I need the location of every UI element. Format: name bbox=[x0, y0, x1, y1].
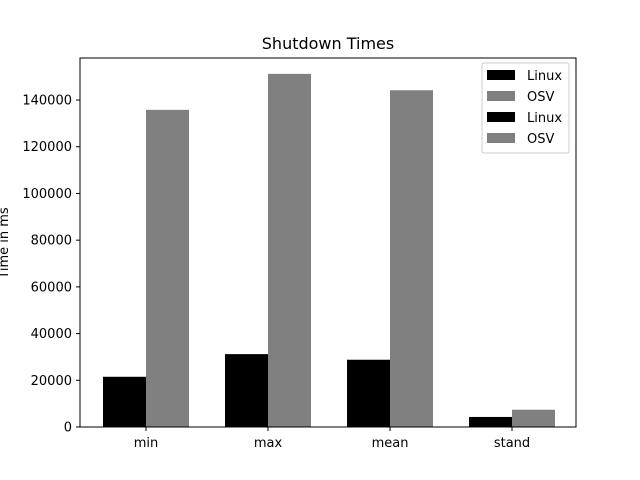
bar-linux-stand bbox=[469, 416, 512, 427]
y-axis-label: Time in ms bbox=[0, 207, 12, 280]
legend-swatch-osv bbox=[487, 133, 515, 143]
legend-label-osv: OSV bbox=[527, 132, 554, 147]
bars-layer bbox=[103, 73, 555, 427]
legend-label-linux: Linux bbox=[527, 111, 562, 126]
legend-swatch-linux bbox=[487, 112, 515, 122]
y-tick-label: 20000 bbox=[31, 374, 72, 389]
legend-label-linux: Linux bbox=[527, 69, 562, 84]
legend-box bbox=[481, 62, 570, 154]
x-axis-ticks: min max mean stand bbox=[134, 427, 530, 451]
bar-osv-mean bbox=[390, 90, 433, 427]
legend-swatch-osv bbox=[487, 91, 515, 101]
y-tick-label: 100000 bbox=[22, 187, 72, 202]
bar-linux-max bbox=[225, 354, 268, 427]
legend: Linux OSV Linux OSV bbox=[481, 62, 570, 154]
bar-linux-min bbox=[103, 376, 146, 427]
y-tick-label: 0 bbox=[64, 421, 72, 436]
legend-label-osv: OSV bbox=[527, 90, 554, 105]
y-tick-label: 60000 bbox=[31, 280, 72, 295]
y-tick-label: 40000 bbox=[31, 327, 72, 342]
x-tick-label-mean: mean bbox=[372, 436, 409, 451]
chart-title: Shutdown Times bbox=[262, 34, 394, 53]
y-tick-label: 120000 bbox=[22, 140, 72, 155]
plot-frame bbox=[79, 57, 577, 428]
x-tick-label-max: max bbox=[254, 436, 283, 451]
y-tick-label: 140000 bbox=[22, 94, 72, 109]
bar-osv-min bbox=[146, 109, 189, 427]
legend-swatch-linux bbox=[487, 70, 515, 80]
bar-linux-mean bbox=[347, 359, 390, 427]
y-tick-label: 80000 bbox=[31, 234, 72, 249]
y-axis-ticks: 0 20000 40000 60000 80000 100000 120000 140000 bbox=[22, 94, 80, 436]
x-tick-label-min: min bbox=[134, 436, 159, 451]
bar-osv-max bbox=[268, 73, 311, 427]
x-tick-label-stand: stand bbox=[494, 436, 530, 451]
bar-osv-stand bbox=[512, 409, 555, 427]
